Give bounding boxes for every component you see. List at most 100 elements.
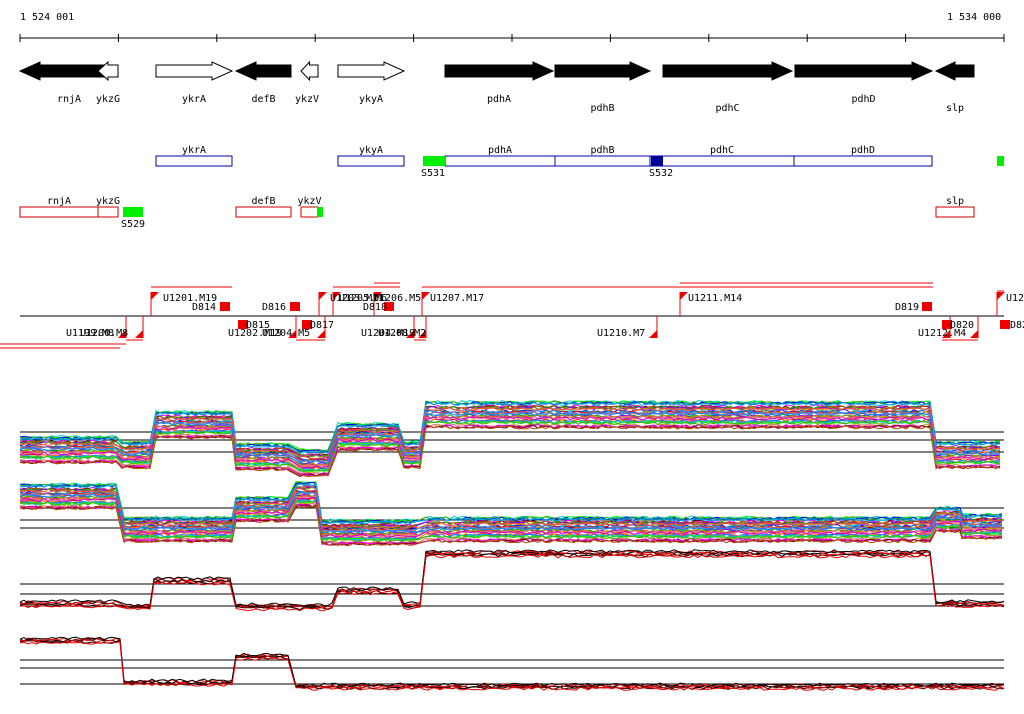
feature-flag xyxy=(288,330,296,338)
panel-3-trace xyxy=(19,549,1005,607)
forward-box-label-pdhB: pdhB xyxy=(590,145,614,156)
feature-flag xyxy=(151,292,159,300)
feature-flag xyxy=(319,292,327,300)
site-S531 xyxy=(423,156,445,166)
reverse-box-rnjA xyxy=(19,206,99,218)
forward-box-pdhA xyxy=(444,155,556,167)
panel-3-trace xyxy=(19,554,1005,612)
gene-label-rnjA: rnjA xyxy=(57,94,81,105)
panel-4 xyxy=(19,636,1005,691)
reverse-box-label-rnjA: rnjA xyxy=(47,196,71,207)
gene-arrow-ykzV xyxy=(300,60,319,82)
reverse-box-ykzV xyxy=(300,206,319,218)
feature-flag xyxy=(333,292,341,300)
panel-1-trace xyxy=(19,406,1001,460)
forward-box-label-ykyA: ykyA xyxy=(359,145,383,156)
site-green-ykzV xyxy=(317,207,323,217)
forward-box-pdhD xyxy=(793,155,933,167)
gene-arrow-ykyA xyxy=(337,61,406,81)
feature-label: U1204.M19 xyxy=(361,328,415,339)
gene-arrow-ykzG xyxy=(97,60,119,82)
gene-label-ykzV: ykzV xyxy=(295,94,319,105)
site-label-S532: S532 xyxy=(649,168,673,179)
panel-2-trace xyxy=(19,487,1003,530)
feature-label: U1201.M19 xyxy=(163,293,217,304)
feature-flag xyxy=(406,330,414,338)
gene-label-pdhB: pdhB xyxy=(590,103,614,114)
feature-label: D816 xyxy=(262,302,286,313)
feature-flag xyxy=(422,292,430,300)
forward-box-ykrA xyxy=(155,155,233,167)
gene-arrow-slp xyxy=(934,61,975,81)
feature-flag xyxy=(317,330,325,338)
reverse-box-label-slp: slp xyxy=(946,196,964,207)
gene-label-ykyA: ykyA xyxy=(359,94,383,105)
gene-arrow-pdhC xyxy=(662,61,794,81)
feature-square xyxy=(384,302,394,311)
coordinate-ruler xyxy=(19,34,1005,42)
feature-square xyxy=(238,320,248,329)
feature-flag xyxy=(418,330,426,338)
panel-3-trace xyxy=(19,551,1005,609)
reverse-box-label-defB: defB xyxy=(251,196,275,207)
panel-1-trace xyxy=(19,406,1001,459)
site-green-right xyxy=(997,156,1004,166)
panel-1-trace xyxy=(19,420,1001,473)
reverse-box-defB xyxy=(235,206,292,218)
end-coordinate: 1 534 000 xyxy=(947,12,1002,23)
feature-label: U1210.M7 xyxy=(597,328,645,339)
feature-square xyxy=(922,302,932,311)
feature-square xyxy=(942,320,952,329)
gene-label-defB: defB xyxy=(251,94,275,105)
panel-4-trace xyxy=(20,637,1005,688)
panel-2-trace xyxy=(19,491,1003,534)
feature-label: U1202.M19 xyxy=(228,328,282,339)
feature-label: U1200.M8 xyxy=(80,328,128,339)
feature-label: D82 xyxy=(1010,320,1024,331)
feature-label: D820 xyxy=(950,320,974,331)
gene-label-pdhC: pdhC xyxy=(715,103,739,114)
gene-arrow-pdhB xyxy=(554,61,652,81)
start-coordinate: 1 524 001 xyxy=(20,12,75,23)
panel-2-trace xyxy=(19,490,1003,533)
panel-1-trace xyxy=(19,415,1001,469)
gene-label-ykrA: ykrA xyxy=(182,94,206,105)
panel-4-trace xyxy=(19,636,1005,687)
panel-4-trace xyxy=(19,638,1005,689)
panel-3-trace xyxy=(20,550,1005,608)
panel-2-trace xyxy=(19,481,1003,523)
reverse-transcript-track: rnjA ykzG defB ykzV slp xyxy=(19,196,975,218)
panel-1-trace xyxy=(19,425,1001,478)
feature-label: U1207.M17 xyxy=(430,293,484,304)
feature-square xyxy=(302,320,312,329)
feature-flag xyxy=(680,292,688,300)
gene-arrow-pdhA xyxy=(444,61,555,81)
feature-flag xyxy=(135,330,143,338)
panel-3-trace xyxy=(19,552,1005,610)
forward-transcript-track: ykrA ykyA pdhA pdhB pdhC pdhD xyxy=(155,145,933,167)
feature-flag xyxy=(374,292,382,300)
reverse-box-ykzG xyxy=(97,206,119,218)
panel-4-trace xyxy=(19,641,1005,691)
feature-flag xyxy=(997,292,1005,300)
panel-1 xyxy=(19,399,1004,478)
feature-label: U12 xyxy=(1006,293,1024,304)
feature-label: U1208.M2 xyxy=(378,328,426,339)
panel-1-trace xyxy=(19,416,1001,469)
site-S532 xyxy=(651,156,663,166)
reverse-box-label-ykzV: ykzV xyxy=(297,196,321,207)
reverse-box-label-ykzG: ykzG xyxy=(96,196,120,207)
feature-label: U1203.M11 xyxy=(330,293,384,304)
feature-flag xyxy=(649,330,657,338)
feature-label: D817 xyxy=(310,320,334,331)
site-label-S531: S531 xyxy=(421,168,445,179)
gene-arrow-pdhD xyxy=(794,61,934,81)
expression-panels xyxy=(19,399,1005,691)
forward-box-ykyA xyxy=(337,155,405,167)
panel-1-trace xyxy=(19,402,1001,455)
feature-label: D815 xyxy=(246,320,270,331)
panel-2-trace xyxy=(19,500,1003,543)
forward-box-label-pdhA: pdhA xyxy=(488,145,512,156)
